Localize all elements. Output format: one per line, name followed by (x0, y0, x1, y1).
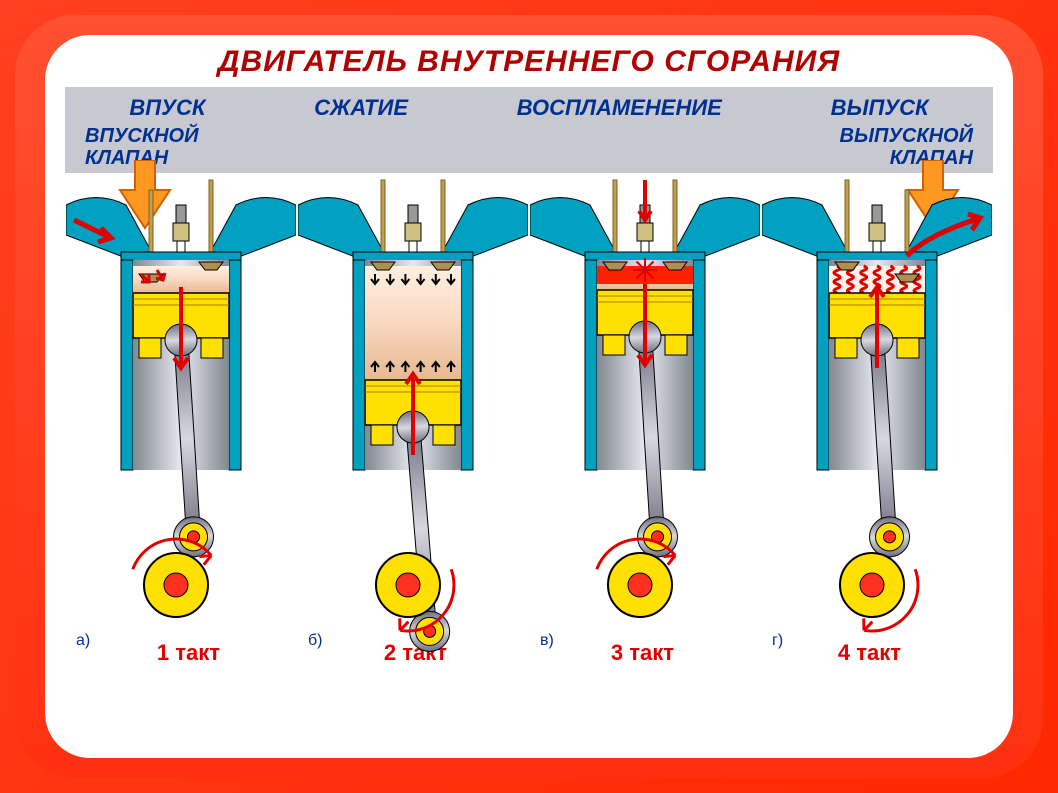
valve-row: ВПУСКНОЙ КЛАПАН ВЫПУСКНОЙ КЛАПАН (75, 121, 983, 169)
main-title: ДВИГАТЕЛЬ ВНУТРЕННЕГО СГОРАНИЯ (45, 35, 1013, 79)
sub-c: в) (540, 632, 554, 650)
engine-4: г) (762, 165, 992, 655)
engine-2: б) (298, 165, 528, 655)
phase-compression: СЖАТИЕ (314, 95, 408, 121)
phase-combustion: ВОСПЛАМЕНЕНИЕ (517, 95, 722, 121)
sub-a: а) (76, 632, 90, 650)
header-band: ВПУСК СЖАТИЕ ВОСПЛАМЕНЕНИЕ ВЫПУСК ВПУСКН… (65, 87, 993, 173)
engine-1: а) (66, 165, 296, 655)
engines-row: а) б) в) г) (45, 165, 1013, 655)
sub-b: б) (308, 632, 323, 650)
engine-3: в) (530, 165, 760, 655)
phase-exhaust: ВЫПУСК (831, 95, 929, 121)
sub-d: г) (772, 632, 783, 650)
phase-row: ВПУСК СЖАТИЕ ВОСПЛАМЕНЕНИЕ ВЫПУСК (75, 95, 983, 121)
phase-intake: ВПУСК (129, 95, 205, 121)
